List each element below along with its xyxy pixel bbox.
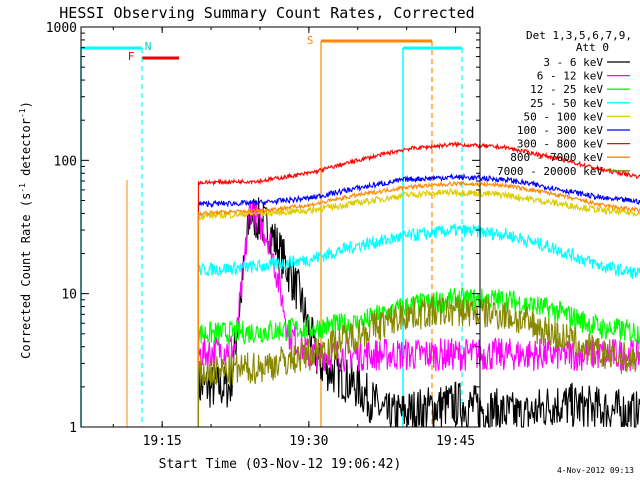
x-tick-label: 19:15 [143,434,182,449]
legend-label-7: 800 - 7000 keV [510,151,603,164]
y-tick-label: 10 [61,288,77,303]
legend-label-5: 100 - 300 keV [517,124,603,137]
x-tick-label: 19:30 [289,434,328,449]
legend-label-6: 300 - 800 keV [517,138,603,151]
y-tick-label: 1 [69,421,77,436]
chart-title: HESSI Observing Summary Count Rates, Cor… [59,4,474,22]
annotation-f: F [128,50,135,63]
y-tick-label: 1000 [46,21,77,36]
series-line-5 [197,172,640,427]
series-lines [197,140,640,429]
series-line-4 [197,186,640,427]
series-line-6 [197,140,640,427]
legend-label-1: 6 - 12 keV [537,70,604,83]
series-line-0 [197,197,640,429]
y-axis-ticks: 1 10 100 1000 [46,21,480,436]
legend-label-4: 50 - 100 keV [524,110,604,123]
legend-label-3: 25 - 50 keV [530,97,603,110]
annotation-n: N [145,40,152,53]
x-tick-label: 19:45 [436,434,475,449]
series-line-2 [197,287,640,427]
legend-header-line1: Det 1,3,5,6,7,9, [526,29,632,42]
annotation-s: S [307,34,314,47]
series-line-3 [197,223,640,427]
plot-frame [80,26,481,428]
footer-timestamp: 4-Nov-2012 09:13 [557,466,634,475]
series-line-7 [197,180,640,427]
legend-header-line2: Att 0 [576,41,609,54]
legend-label-2: 12 - 25 keV [530,83,603,96]
series-line-1 [197,200,640,427]
y-tick-label: 100 [54,154,77,169]
legend-label-0: 3 - 6 keV [543,56,603,69]
series-line-8 [197,295,640,427]
legend-label-8: 7000 - 20000 keV [497,165,603,178]
x-axis-ticks: 19:15 19:30 19:45 [112,27,475,449]
y-axis-label: Corrected Count Rate (s-1 detector-1) [18,101,33,359]
x-axis-label: Start Time (03-Nov-12 19:06:42) [159,457,402,472]
